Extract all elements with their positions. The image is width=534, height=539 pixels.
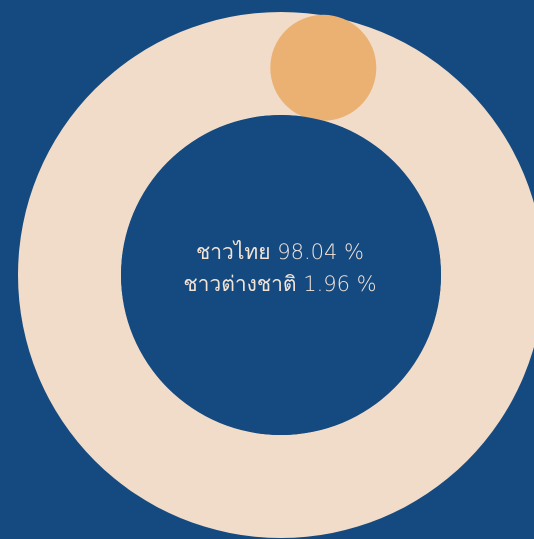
slice-foreign: [270, 14, 377, 121]
label-foreign: ชาวต่างชาติ 1.96 %: [183, 272, 377, 296]
donut-slices: [18, 12, 534, 538]
label-thai: ชาวไทย 98.04 %: [196, 240, 364, 264]
donut-hole: [121, 115, 441, 435]
center-labels: ชาวไทย 98.04 % ชาวต่างชาติ 1.96 %: [130, 236, 430, 300]
slice-thai: [18, 12, 534, 538]
